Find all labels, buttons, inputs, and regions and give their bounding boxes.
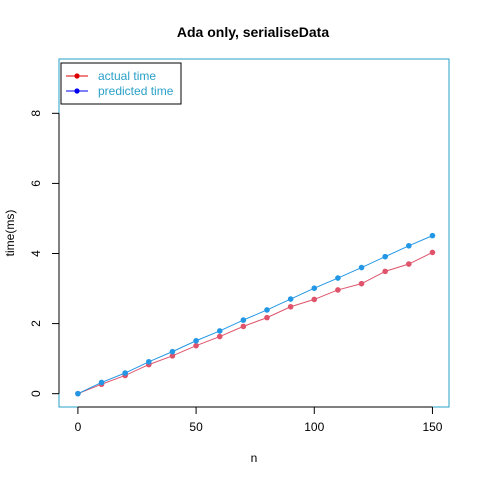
data-point bbox=[169, 353, 176, 359]
data-point bbox=[406, 242, 412, 249]
data-point bbox=[122, 370, 128, 376]
data-point bbox=[382, 253, 388, 260]
y-axis: 0 2 4 6 8 bbox=[29, 110, 60, 397]
data-point bbox=[98, 379, 105, 386]
data-point bbox=[240, 323, 247, 330]
data-point bbox=[240, 317, 247, 323]
legend-box bbox=[60, 62, 182, 105]
data-point bbox=[216, 333, 223, 340]
data-point bbox=[216, 328, 223, 334]
series-line bbox=[77, 252, 433, 395]
series-actual-time bbox=[75, 249, 436, 397]
data-point bbox=[406, 261, 412, 267]
data-point bbox=[429, 249, 436, 256]
legend-label-actual: actual time bbox=[98, 69, 156, 83]
y-tick-label: 8 bbox=[29, 110, 43, 117]
data-point bbox=[311, 296, 318, 303]
y-tick-label: 6 bbox=[29, 180, 43, 187]
x-tick-label: 50 bbox=[189, 420, 203, 434]
data-point bbox=[382, 268, 388, 275]
data-point bbox=[358, 280, 365, 287]
legend: actual time predicted time bbox=[60, 62, 182, 105]
y-tick-label: 4 bbox=[29, 250, 43, 257]
data-point bbox=[311, 285, 318, 291]
legend-marker-actual bbox=[74, 73, 80, 79]
data-point bbox=[335, 275, 341, 281]
y-tick-label: 0 bbox=[29, 390, 43, 397]
plot-box bbox=[58, 58, 450, 408]
data-point bbox=[287, 303, 294, 310]
data-point bbox=[264, 314, 270, 321]
x-axis-label: n bbox=[251, 451, 258, 465]
legend-marker-predicted bbox=[74, 88, 80, 94]
series-predicted-time bbox=[75, 232, 436, 397]
x-tick-label: 0 bbox=[75, 420, 82, 434]
data-point bbox=[193, 342, 199, 349]
data-point bbox=[169, 348, 176, 355]
data-point bbox=[335, 287, 341, 293]
data-point bbox=[193, 337, 199, 344]
data-point bbox=[146, 358, 152, 365]
y-axis-label: time(ms) bbox=[3, 210, 17, 257]
chart-title: Ada only, serialiseData bbox=[177, 24, 329, 40]
series-line bbox=[77, 235, 433, 395]
series-layer bbox=[75, 232, 436, 397]
x-tick-label: 150 bbox=[422, 420, 442, 434]
data-point bbox=[358, 264, 365, 271]
data-point bbox=[264, 307, 270, 313]
data-point bbox=[287, 296, 294, 302]
legend-label-predicted: predicted time bbox=[98, 84, 174, 98]
x-tick-label: 100 bbox=[304, 420, 324, 434]
y-tick-label: 2 bbox=[29, 320, 43, 327]
data-point bbox=[429, 232, 436, 239]
x-axis: 0 50 100 150 bbox=[75, 406, 443, 434]
data-point bbox=[75, 390, 81, 397]
